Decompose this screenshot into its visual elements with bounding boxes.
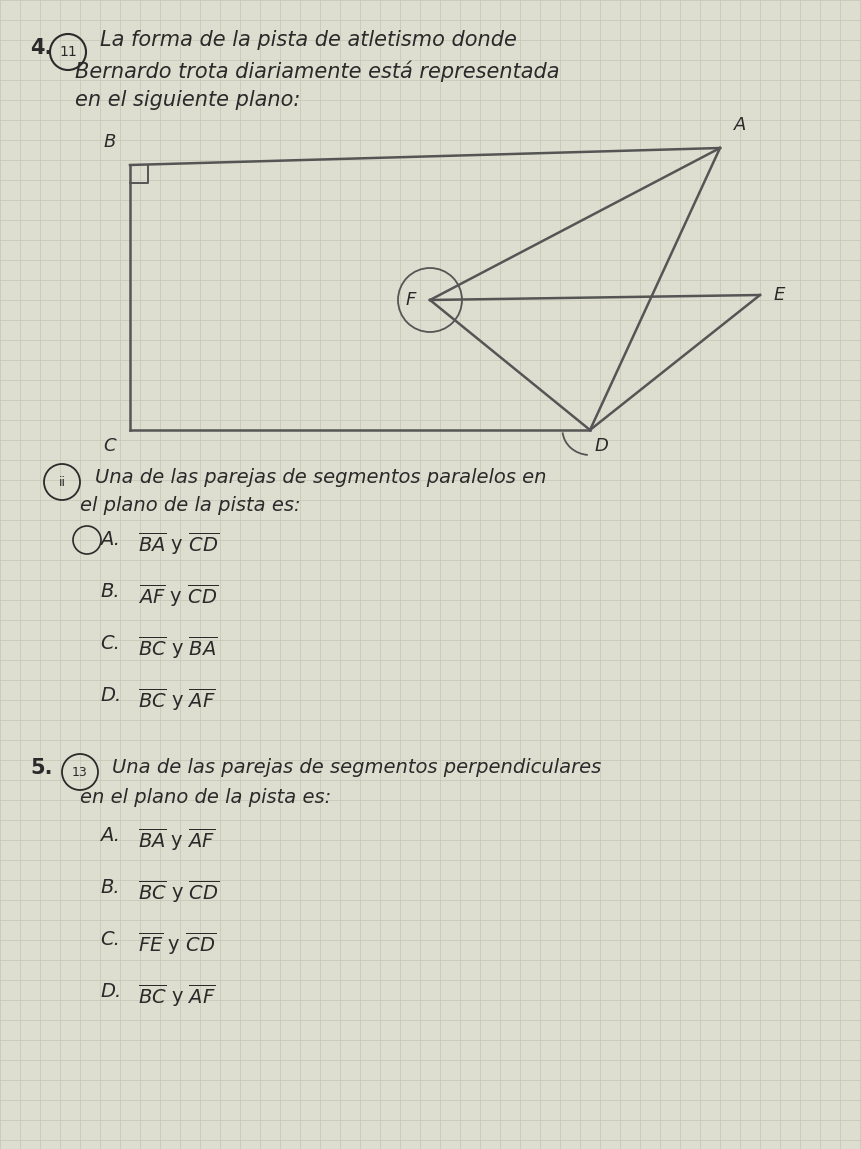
Text: $\overline{\mathit{AF}}$ y $\overline{\mathit{CD}}$: $\overline{\mathit{AF}}$ y $\overline{\m… xyxy=(138,583,218,609)
Text: D: D xyxy=(593,437,607,455)
Text: Bernardo trota diariamente está representada: Bernardo trota diariamente está represen… xyxy=(75,60,559,82)
Text: 5.: 5. xyxy=(30,758,53,778)
Text: 13: 13 xyxy=(72,765,88,779)
Text: ii: ii xyxy=(59,476,65,488)
Text: B.: B. xyxy=(100,878,120,897)
Text: $\overline{\mathit{BC}}$ y $\overline{\mathit{AF}}$: $\overline{\mathit{BC}}$ y $\overline{\m… xyxy=(138,982,215,1009)
Text: $\overline{\mathit{BC}}$ y $\overline{\mathit{CD}}$: $\overline{\mathit{BC}}$ y $\overline{\m… xyxy=(138,878,220,904)
Text: $\overline{\mathit{BA}}$ y $\overline{\mathit{AF}}$: $\overline{\mathit{BA}}$ y $\overline{\m… xyxy=(138,826,215,853)
Text: Una de las parejas de segmentos perpendiculares: Una de las parejas de segmentos perpendi… xyxy=(112,758,601,777)
Text: B: B xyxy=(103,133,116,151)
Text: Una de las parejas de segmentos paralelos en: Una de las parejas de segmentos paralelo… xyxy=(95,468,546,487)
Text: E: E xyxy=(773,286,784,304)
Text: D.: D. xyxy=(100,686,121,705)
Text: $\overline{\mathit{BC}}$ y $\overline{\mathit{AF}}$: $\overline{\mathit{BC}}$ y $\overline{\m… xyxy=(138,686,215,712)
Text: B.: B. xyxy=(100,583,120,601)
Text: 11: 11 xyxy=(59,45,77,59)
Text: en el siguiente plano:: en el siguiente plano: xyxy=(75,90,300,110)
Text: A: A xyxy=(734,116,746,134)
Text: el plano de la pista es:: el plano de la pista es: xyxy=(80,496,300,515)
Text: D.: D. xyxy=(100,982,121,1001)
Text: $\overline{\mathit{BA}}$ y $\overline{\mathit{CD}}$: $\overline{\mathit{BA}}$ y $\overline{\m… xyxy=(138,530,219,557)
Text: A.: A. xyxy=(100,530,120,549)
Text: $\overline{\mathit{BC}}$ y $\overline{\mathit{BA}}$: $\overline{\mathit{BC}}$ y $\overline{\m… xyxy=(138,634,217,661)
Text: en el plano de la pista es:: en el plano de la pista es: xyxy=(80,788,331,807)
Text: $\overline{\mathit{FE}}$ y $\overline{\mathit{CD}}$: $\overline{\mathit{FE}}$ y $\overline{\m… xyxy=(138,930,216,957)
Text: F: F xyxy=(406,291,416,309)
Text: 4.: 4. xyxy=(30,38,53,57)
Text: C: C xyxy=(103,437,116,455)
Text: La forma de la pista de atletismo donde: La forma de la pista de atletismo donde xyxy=(100,30,517,51)
Text: A.: A. xyxy=(100,826,120,845)
Text: C.: C. xyxy=(100,634,120,653)
Text: C.: C. xyxy=(100,930,120,949)
